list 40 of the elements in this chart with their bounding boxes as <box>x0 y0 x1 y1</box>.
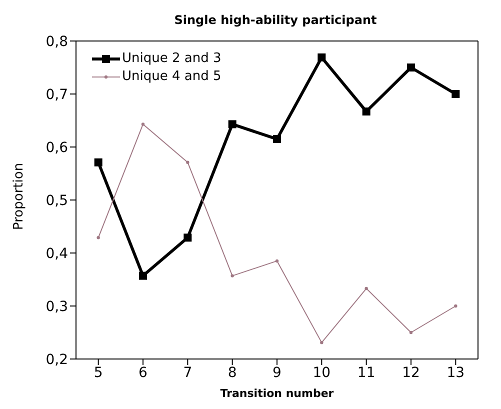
y-tick-label: 0,2 <box>46 352 68 368</box>
point <box>96 236 100 240</box>
y-tick-label: 0,5 <box>46 192 68 209</box>
point <box>409 330 413 334</box>
line-series <box>96 122 458 344</box>
point <box>228 120 236 128</box>
x-tick-label: 9 <box>272 364 282 381</box>
point <box>320 340 324 344</box>
point <box>275 259 279 263</box>
point <box>186 160 190 164</box>
y-tick-label: 0,4 <box>46 246 68 262</box>
y-tick-label: 0,3 <box>46 298 68 315</box>
point <box>318 53 326 62</box>
point <box>230 274 234 278</box>
x-tick-label: 12 <box>402 364 420 381</box>
y-tick-label: 0,8 <box>46 34 68 50</box>
x-tick-label: 8 <box>228 364 237 381</box>
x-tick-label: 11 <box>357 364 376 381</box>
x-tick-label: 5 <box>94 364 103 381</box>
y-tick-label: 0,7 <box>46 86 68 103</box>
point <box>184 234 192 242</box>
point <box>139 272 147 280</box>
legend-label: Unique 2 and 3 <box>122 50 222 68</box>
point <box>94 158 102 166</box>
chart-title: Single high-ability participant <box>173 12 378 29</box>
legend-label: Unique 4 and 5 <box>122 68 222 86</box>
point <box>454 304 458 308</box>
point <box>364 286 368 290</box>
x-axis-title: Transition number <box>220 387 334 400</box>
y-tick-label: 0,6 <box>46 140 68 156</box>
point <box>273 135 281 144</box>
point <box>141 122 145 126</box>
point <box>452 90 460 98</box>
point <box>407 64 415 72</box>
x-tick-label: 6 <box>138 364 148 381</box>
x-tick-label: 10 <box>312 364 331 381</box>
x-tick-label: 7 <box>183 364 192 381</box>
y-axis-title: Proportion <box>12 162 27 230</box>
point <box>362 107 370 116</box>
x-tick-label: 13 <box>446 364 465 381</box>
